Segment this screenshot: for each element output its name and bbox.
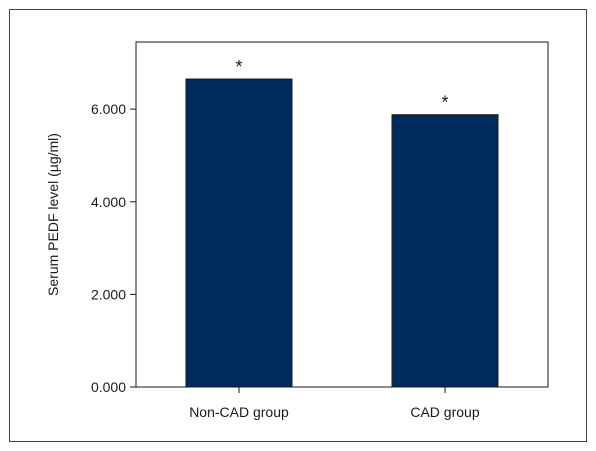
significance-marker-1: * <box>441 93 448 113</box>
bar-0 <box>185 78 293 388</box>
y-tick-label-0: 0.000 <box>91 379 126 395</box>
x-tick-label-0: Non-CAD group <box>189 404 289 420</box>
significance-marker-0: * <box>235 57 242 77</box>
y-axis-ticks: 0.000 2.000 4.000 6.000 <box>91 101 136 395</box>
x-tick-label-1: CAD group <box>410 404 479 420</box>
plot-area <box>135 41 549 388</box>
y-tick-label-3: 6.000 <box>91 101 126 117</box>
bar-1 <box>391 114 499 388</box>
y-tick-label-1: 2.000 <box>91 286 126 302</box>
y-axis-title: Serum PEDF level (µg/ml) <box>45 133 61 296</box>
y-tick-label-2: 4.000 <box>91 194 126 210</box>
x-axis-ticks: Non-CAD group CAD group <box>189 387 480 420</box>
bars-layer: ** <box>185 57 499 388</box>
